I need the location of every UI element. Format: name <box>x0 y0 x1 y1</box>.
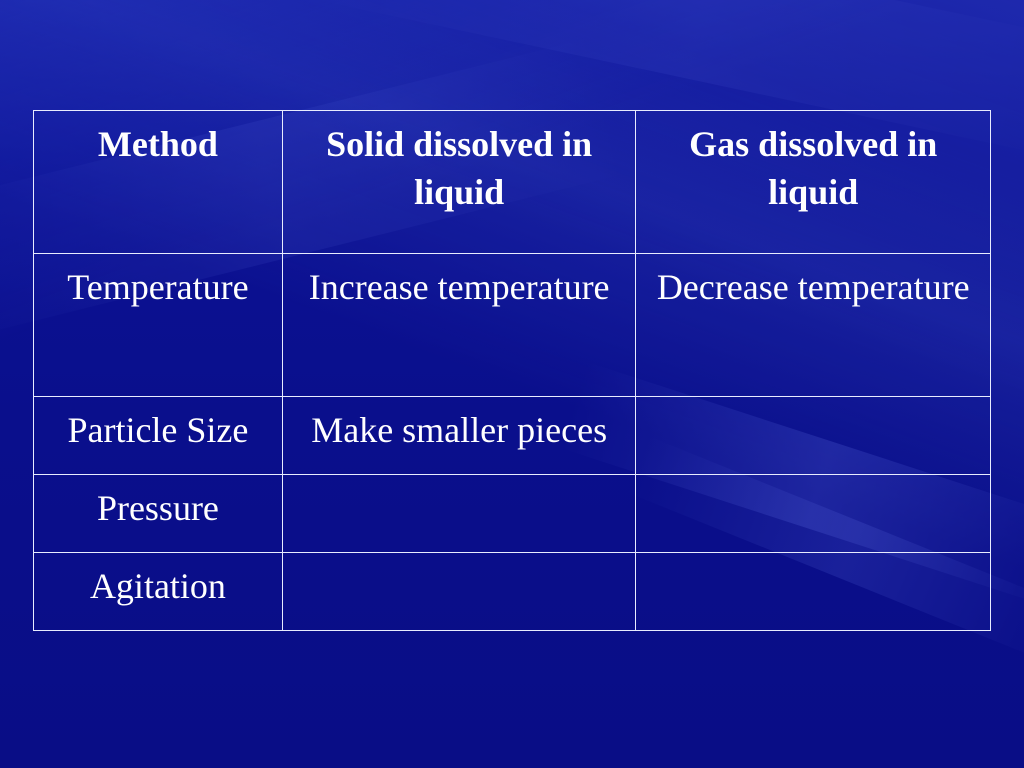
solubility-methods-table: Method Solid dissolved in liquid Gas dis… <box>33 110 991 631</box>
header-solid-dissolved: Solid dissolved in liquid <box>281 110 637 254</box>
cell-method: Temperature <box>33 253 283 397</box>
table-row: Agitation <box>33 552 991 631</box>
table-header-row: Method Solid dissolved in liquid Gas dis… <box>33 110 991 254</box>
table-row: Particle Size Make smaller pieces <box>33 396 991 475</box>
cell-method: Pressure <box>33 474 283 553</box>
table-row: Temperature Increase temperature Decreas… <box>33 253 991 397</box>
cell-solid: Increase temperature <box>281 253 637 397</box>
cell-gas: Decrease temperature <box>635 253 991 397</box>
cell-gas <box>635 396 991 475</box>
header-gas-dissolved: Gas dissolved in liquid <box>635 110 991 254</box>
header-method: Method <box>33 110 283 254</box>
cell-method: Particle Size <box>33 396 283 475</box>
cell-solid <box>281 552 637 631</box>
cell-gas <box>635 474 991 553</box>
cell-solid: Make smaller pieces <box>281 396 637 475</box>
cell-solid <box>281 474 637 553</box>
table-row: Pressure <box>33 474 991 553</box>
cell-method: Agitation <box>33 552 283 631</box>
cell-gas <box>635 552 991 631</box>
